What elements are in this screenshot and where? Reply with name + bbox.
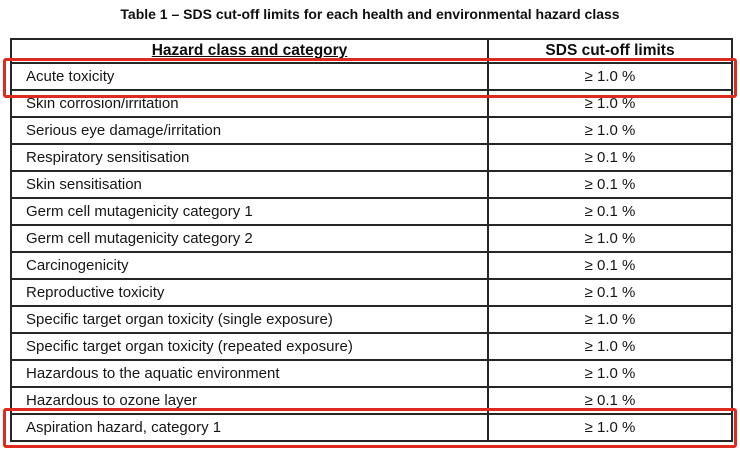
hazard-cell: Serious eye damage/irritation <box>10 116 489 145</box>
table-row: Germ cell mutagenicity category 2 ≥ 1.0 … <box>10 224 733 253</box>
limit-cell: ≥ 1.0 % <box>487 413 733 442</box>
table-row: Skin corrosion/irritation ≥ 1.0 % <box>10 89 733 118</box>
table-row: Germ cell mutagenicity category 1 ≥ 0.1 … <box>10 197 733 226</box>
hazard-cell: Acute toxicity <box>10 62 489 91</box>
header-row: Hazard class and category SDS cut-off li… <box>10 38 733 64</box>
table-row: Specific target organ toxicity (repeated… <box>10 332 733 361</box>
table-row: Reproductive toxicity ≥ 0.1 % <box>10 278 733 307</box>
hazard-cell: Respiratory sensitisation <box>10 143 489 172</box>
hazard-cell: Aspiration hazard, category 1 <box>10 413 489 442</box>
table-row: Carcinogenicity ≥ 0.1 % <box>10 251 733 280</box>
limit-cell: ≥ 1.0 % <box>487 305 733 334</box>
hazard-cell: Hazardous to ozone layer <box>10 386 489 415</box>
hazard-cell: Skin corrosion/irritation <box>10 89 489 118</box>
limit-cell: ≥ 1.0 % <box>487 359 733 388</box>
sds-cutoff-table: Hazard class and category SDS cut-off li… <box>10 38 733 442</box>
limit-cell: ≥ 1.0 % <box>487 89 733 118</box>
limit-cell: ≥ 0.1 % <box>487 386 733 415</box>
limit-cell: ≥ 1.0 % <box>487 332 733 361</box>
hazard-cell: Specific target organ toxicity (repeated… <box>10 332 489 361</box>
table-row: Respiratory sensitisation ≥ 0.1 % <box>10 143 733 172</box>
limit-cell: ≥ 0.1 % <box>487 170 733 199</box>
table-row: Serious eye damage/irritation ≥ 1.0 % <box>10 116 733 145</box>
hazard-cell: Germ cell mutagenicity category 2 <box>10 224 489 253</box>
hazard-cell: Skin sensitisation <box>10 170 489 199</box>
limit-cell: ≥ 0.1 % <box>487 197 733 226</box>
limit-cell: ≥ 1.0 % <box>487 62 733 91</box>
table-row: Aspiration hazard, category 1 ≥ 1.0 % <box>10 413 733 442</box>
limit-cell: ≥ 0.1 % <box>487 143 733 172</box>
limit-cell: ≥ 0.1 % <box>487 251 733 280</box>
table-row: Specific target organ toxicity (single e… <box>10 305 733 334</box>
column-header-sds-limits: SDS cut-off limits <box>487 38 733 64</box>
hazard-cell: Germ cell mutagenicity category 1 <box>10 197 489 226</box>
table-caption: Table 1 – SDS cut-off limits for each he… <box>120 6 620 22</box>
table-row: Hazardous to the aquatic environment ≥ 1… <box>10 359 733 388</box>
table-row: Acute toxicity ≥ 1.0 % <box>10 62 733 91</box>
table-row: Skin sensitisation ≥ 0.1 % <box>10 170 733 199</box>
hazard-cell: Reproductive toxicity <box>10 278 489 307</box>
hazard-cell: Hazardous to the aquatic environment <box>10 359 489 388</box>
limit-cell: ≥ 1.0 % <box>487 224 733 253</box>
column-header-hazard-class: Hazard class and category <box>10 38 489 64</box>
table-row: Hazardous to ozone layer ≥ 0.1 % <box>10 386 733 415</box>
hazard-cell: Carcinogenicity <box>10 251 489 280</box>
limit-cell: ≥ 0.1 % <box>487 278 733 307</box>
hazard-cell: Specific target organ toxicity (single e… <box>10 305 489 334</box>
limit-cell: ≥ 1.0 % <box>487 116 733 145</box>
